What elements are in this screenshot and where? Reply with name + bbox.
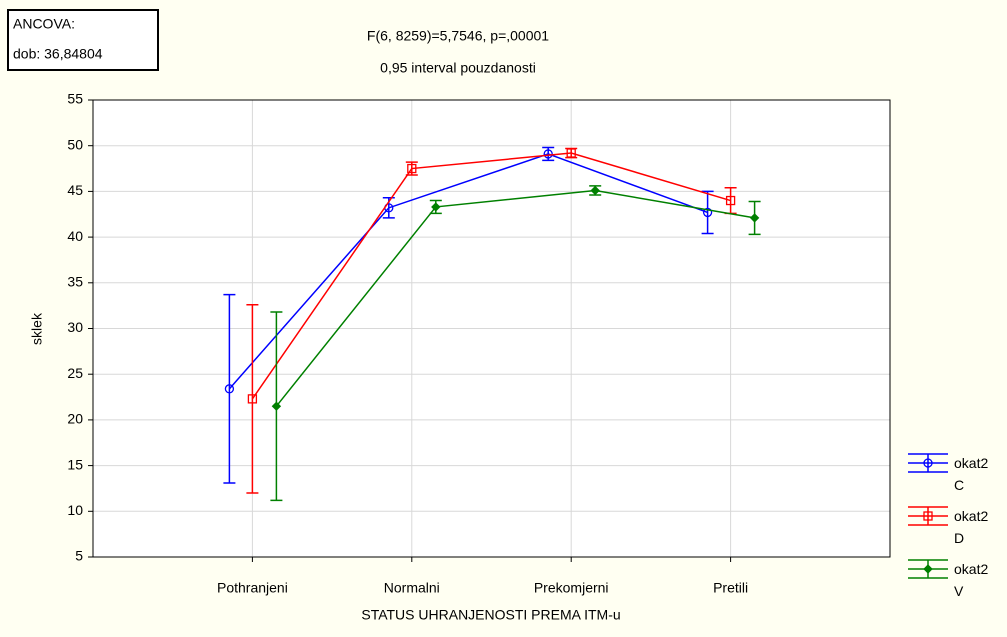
marker	[749, 213, 760, 223]
error-bar	[223, 293, 236, 484]
annotation: dob: 36,84804	[13, 46, 103, 62]
chart-title: F(6, 8259)=5,7546, p=,00001	[367, 28, 549, 44]
marker	[590, 185, 600, 196]
y-tick-label: 30	[67, 319, 83, 335]
y-tick-label: 55	[67, 91, 83, 107]
annotation-box	[7, 9, 159, 71]
line	[275, 189, 755, 407]
y-tick-label: 45	[67, 182, 83, 198]
chart-subtitle: 0,95 interval pouzdanosti	[380, 60, 536, 76]
line	[251, 152, 731, 400]
marker	[566, 148, 576, 158]
y-tick-label: 25	[67, 365, 83, 381]
y-tick-label: 15	[67, 456, 83, 472]
legend-marker	[923, 564, 933, 574]
x-tick-label: Pretili	[713, 580, 748, 596]
line	[228, 153, 708, 390]
legend-marker	[923, 511, 933, 521]
x-tick-label: Pothranjeni	[217, 580, 288, 596]
legend-symbol	[908, 506, 948, 526]
marker	[407, 163, 417, 174]
x-tick-label: Normalni	[384, 580, 440, 596]
y-tick-label: 35	[67, 274, 83, 290]
y-tick-label: 10	[67, 502, 83, 518]
x-tick-label: Prekomjerni	[534, 580, 609, 596]
marker	[247, 394, 258, 404]
legend-label: okat2 D	[954, 508, 989, 546]
legend-symbol	[908, 453, 948, 473]
y-axis-label: sklek	[29, 312, 45, 345]
legend-label: okat2 V	[954, 561, 989, 599]
y-tick-label: 5	[75, 548, 83, 564]
marker	[543, 149, 553, 159]
legend-marker	[923, 458, 933, 468]
marker	[725, 195, 736, 206]
annotation: ANCOVA:	[13, 16, 75, 32]
marker	[271, 401, 282, 411]
marker	[224, 384, 235, 394]
y-tick-label: 50	[67, 136, 83, 152]
error-bar	[701, 190, 714, 235]
y-tick-label: 20	[67, 411, 83, 427]
error-bar	[246, 303, 259, 494]
legend-label: okat2 C	[954, 455, 989, 493]
x-axis-label: STATUS UHRANJENOSTI PREMA ITM-u	[361, 607, 620, 623]
y-tick-label: 40	[67, 228, 83, 244]
marker	[702, 207, 713, 218]
plot-frame	[92, 99, 891, 558]
marker	[431, 202, 441, 212]
